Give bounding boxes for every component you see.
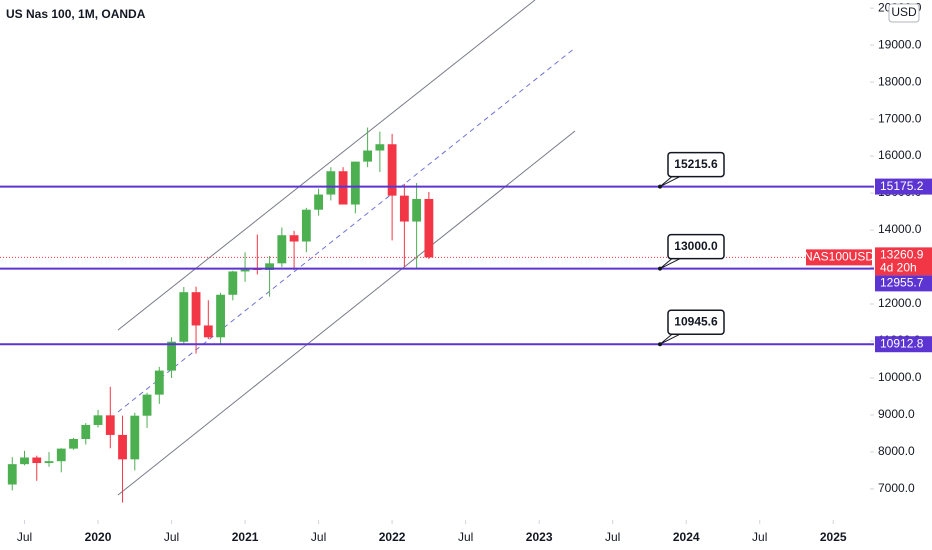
candle-body — [363, 150, 373, 162]
y-tick-label: 10000.0 — [878, 370, 922, 384]
candle-body — [69, 439, 78, 449]
y-tick-label: 19000.0 — [878, 37, 922, 51]
x-tick-label: 2022 — [379, 530, 406, 544]
candle-body — [105, 415, 115, 435]
callout-box — [667, 233, 725, 260]
channel — [117, 0, 576, 496]
y-tick-label: 17000.0 — [878, 111, 922, 125]
channel-mid — [117, 47, 576, 413]
x-tick-label: Jul — [458, 530, 473, 544]
candle-body — [167, 341, 176, 371]
candle-body — [81, 424, 91, 440]
x-tick-label: Jul — [17, 530, 32, 544]
currency-label: USD — [891, 5, 917, 19]
candle-body — [338, 171, 348, 205]
candle-body — [93, 415, 103, 425]
candle-body — [326, 171, 336, 195]
candle-body — [203, 325, 213, 338]
callout-box — [667, 309, 725, 335]
candle-body — [277, 235, 287, 264]
level-label: 10912.8 — [880, 336, 924, 350]
callout-pointer — [659, 333, 681, 345]
y-tick-label: 16000.0 — [878, 148, 922, 162]
callout-anchor — [658, 342, 662, 347]
x-tick-label: 2021 — [232, 530, 259, 544]
x-tick-label: 2020 — [85, 530, 112, 544]
y-tick-label: 18000.0 — [878, 74, 922, 88]
level-label: 15175.2 — [880, 179, 924, 193]
x-tick-label: Jul — [164, 530, 179, 544]
candle-body — [289, 235, 299, 242]
candle-body — [412, 198, 422, 222]
candle-body — [154, 370, 164, 395]
candle-body — [314, 194, 324, 210]
candle-body — [56, 448, 66, 462]
callout-anchor — [658, 184, 662, 189]
callout-box — [667, 151, 725, 178]
candle-body — [130, 415, 140, 460]
x-tick-label: Jul — [311, 530, 326, 544]
candle-body — [44, 461, 54, 464]
x-tick-label: 2025 — [820, 530, 847, 544]
candle-body — [118, 434, 127, 460]
level-badge — [875, 178, 932, 195]
x-tick-label: Jul — [605, 530, 620, 544]
candle-body — [375, 144, 385, 151]
y-tick-label: 12000.0 — [878, 296, 922, 310]
channel-lower — [117, 130, 576, 496]
y-tick-label: 9000.0 — [878, 407, 915, 421]
candle-body — [216, 294, 225, 338]
candle-body — [387, 144, 397, 196]
candle-body — [265, 263, 274, 270]
candle-body — [20, 457, 29, 465]
y-tick-label: 14000.0 — [878, 222, 922, 236]
candle-body — [142, 394, 152, 416]
callout-pointer — [659, 176, 681, 188]
y-tick-label: 8000.0 — [878, 444, 915, 458]
candle-body — [228, 271, 238, 295]
x-tick-label: Jul — [752, 530, 767, 544]
candle-body — [424, 198, 434, 258]
symbol-label: NAS100USD — [804, 250, 874, 264]
callout-pointer — [659, 258, 681, 270]
callout-label: 10945.6 — [674, 314, 718, 328]
currency-box — [888, 3, 920, 23]
chart-title: US Nas 100, 1M, OANDA — [6, 7, 146, 21]
candle-body — [301, 209, 311, 242]
level-badge — [875, 275, 932, 292]
level-badge — [875, 336, 932, 353]
callout-anchor — [658, 266, 662, 271]
last-price-label: 13260.9 — [880, 248, 924, 262]
level-label: 12955.7 — [880, 276, 924, 290]
x-tick-label: 2024 — [673, 530, 700, 544]
candle-body — [191, 292, 201, 326]
y-tick-label: 7000.0 — [878, 481, 915, 495]
candle-body — [399, 195, 409, 222]
candle-body — [7, 464, 17, 485]
callout-label: 13000.0 — [674, 239, 718, 253]
candle-body — [179, 292, 189, 342]
candle-body — [240, 268, 250, 272]
channel-upper — [117, 0, 536, 331]
callout-label: 15215.6 — [674, 157, 718, 171]
candle-body — [350, 161, 360, 205]
countdown-label: 4d 20h — [880, 261, 917, 275]
candle-body — [32, 457, 42, 464]
x-tick-label: 2023 — [526, 530, 553, 544]
symbol-badge — [806, 249, 872, 266]
last-price-badge — [875, 247, 932, 276]
